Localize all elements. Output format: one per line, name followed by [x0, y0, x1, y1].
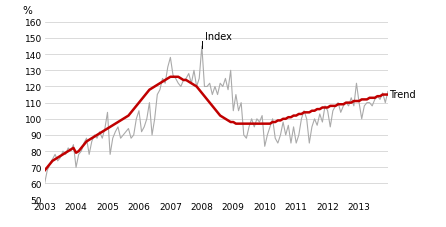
- Text: Index: Index: [205, 32, 232, 42]
- Text: Trend: Trend: [388, 89, 415, 99]
- Text: %: %: [22, 6, 32, 16]
